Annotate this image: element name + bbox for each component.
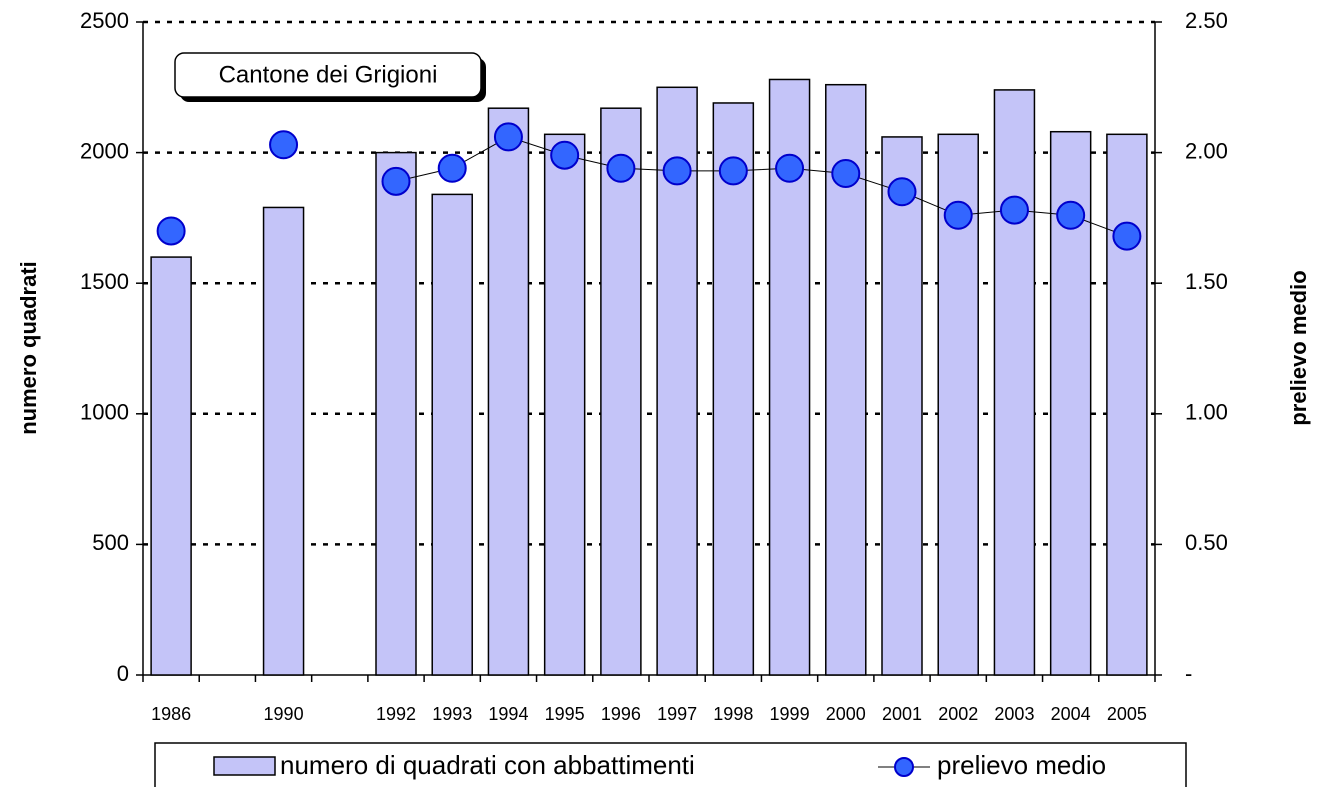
point: [550, 140, 580, 170]
bar: [431, 193, 473, 676]
point: [606, 153, 636, 183]
y2-tick-label: 0.50: [1185, 530, 1228, 555]
x-tick-label: 1995: [545, 704, 585, 724]
bar: [543, 133, 586, 676]
y2-tick-label: 2.50: [1185, 8, 1228, 33]
bar: [375, 151, 417, 676]
bar: [712, 102, 755, 676]
bar: [262, 206, 305, 676]
x-tick-label: 2005: [1107, 704, 1147, 724]
y-tick-label: 500: [92, 530, 129, 555]
x-tick-label: 1998: [713, 704, 753, 724]
x-tick-label: 1996: [601, 704, 641, 724]
x-tick-label: 1990: [264, 704, 304, 724]
x-tick-label: 1986: [151, 704, 191, 724]
point: [718, 156, 748, 186]
x-tick-label: 2001: [882, 704, 922, 724]
point: [493, 122, 523, 152]
y2-tick-label: 2.00: [1185, 138, 1228, 163]
x-tick-label: 2003: [994, 704, 1034, 724]
x-tick-label: 2000: [826, 704, 866, 724]
legend-swatch: [213, 756, 276, 776]
y-tick-label: 2500: [80, 8, 129, 33]
point: [437, 153, 467, 183]
y2-tick-label: 1.50: [1185, 269, 1228, 294]
point: [1112, 221, 1142, 251]
y-tick-label: 1000: [80, 400, 129, 425]
bar: [600, 107, 642, 676]
point: [1056, 200, 1086, 230]
x-tick-label: 1993: [432, 704, 472, 724]
x-tick-label: 1994: [488, 704, 528, 724]
legend-marker: [894, 757, 914, 777]
bar: [937, 133, 979, 676]
point: [662, 156, 692, 186]
bar: [487, 107, 530, 676]
y-tick-label: 1500: [80, 269, 129, 294]
annotation: Cantone dei Grigioni: [219, 61, 438, 88]
bar: [993, 89, 1036, 676]
x-tick-label: 2004: [1051, 704, 1091, 724]
point: [887, 177, 917, 207]
x-tick-label: 1992: [376, 704, 416, 724]
y-axis-title: numero quadrati: [16, 261, 41, 435]
point: [775, 153, 805, 183]
y2-tick-label: -: [1185, 661, 1192, 686]
y-tick-label: 2000: [80, 138, 129, 163]
bar: [1106, 133, 1148, 676]
y-tick-label: 0: [117, 661, 129, 686]
point: [831, 158, 861, 188]
legend-label: prelievo medio: [937, 750, 1106, 780]
bar: [881, 136, 923, 676]
annotation-box: [174, 52, 482, 98]
point: [269, 130, 299, 160]
x-tick-label: 2002: [938, 704, 978, 724]
point: [381, 166, 411, 196]
bar: [150, 256, 192, 676]
legend-box: [154, 742, 1187, 787]
point: [156, 216, 186, 246]
y2-axis-title: prelievo medio: [1286, 270, 1311, 425]
x-tick-label: 1999: [770, 704, 810, 724]
x-tick-label: 1997: [657, 704, 697, 724]
point: [999, 195, 1029, 225]
point: [943, 200, 973, 230]
y2-tick-label: 1.00: [1185, 400, 1228, 425]
legend-label: numero di quadrati con abbattimenti: [280, 750, 695, 780]
